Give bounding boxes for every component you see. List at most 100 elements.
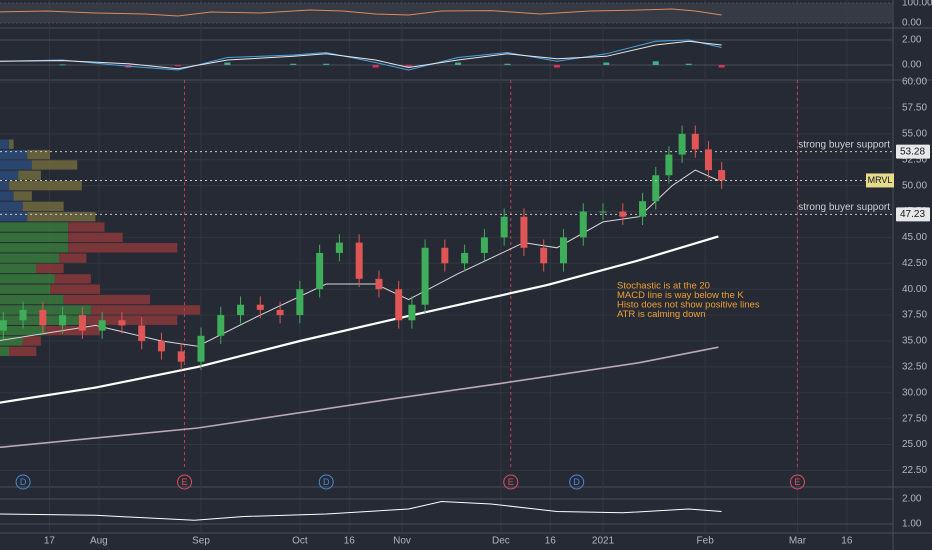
candle-body: [691, 133, 699, 150]
event-marker: [15, 474, 31, 490]
volume-profile-down: [54, 274, 91, 284]
level-price-box: [896, 144, 930, 159]
histogram-bar: [59, 64, 66, 66]
candle-body: [276, 309, 284, 316]
candle-body: [296, 289, 304, 316]
indicator-tick-label: 2.00: [902, 35, 922, 46]
candle-body: [500, 216, 508, 238]
histogram-bar: [323, 63, 330, 65]
x-tick-label: 17: [44, 536, 56, 547]
candle-body: [335, 242, 343, 253]
volume-profile-up: [0, 180, 10, 191]
candle-body: [718, 170, 726, 181]
candle-body: [408, 304, 416, 321]
indicator-band: [0, 3, 893, 23]
annotation-line: Histo does not show positive lines: [617, 300, 760, 311]
volume-profile-down: [45, 325, 100, 336]
y-tick-label: 60.00: [902, 77, 927, 88]
indicator-tick-label: 1.00: [902, 519, 922, 530]
event-label: D: [20, 477, 27, 487]
y-tick-label: 35.00: [902, 336, 927, 347]
y-tick-label: 27.50: [902, 413, 927, 424]
candle-body: [652, 175, 660, 202]
x-tick-label: 16: [841, 536, 853, 547]
y-tick-label: 42.50: [902, 258, 927, 269]
candle-body: [118, 320, 126, 326]
candle-body: [355, 242, 363, 279]
event-marker: [789, 474, 805, 490]
volume-profile-down: [18, 170, 41, 180]
annotation-line: MACD line is way below the K: [617, 290, 744, 301]
event-marker: [503, 474, 519, 490]
event-label: E: [182, 477, 188, 487]
indicator-tick-label: 0.00: [902, 60, 922, 71]
level-note: strong buyer support: [798, 139, 890, 150]
volume-profile-down: [22, 336, 41, 346]
event-label: D: [573, 477, 580, 487]
histogram-bar: [504, 63, 511, 65]
candle-body: [559, 237, 567, 264]
symbol-box: [866, 173, 894, 188]
volume-profile-down: [50, 284, 100, 294]
histogram-bar: [652, 61, 659, 65]
event-marker: [177, 474, 193, 490]
volume-profile-up: [0, 139, 10, 149]
indicator-line: [0, 40, 722, 70]
volume-profile-up: [0, 201, 23, 212]
volume-profile-down: [68, 222, 105, 232]
event-label: D: [323, 477, 330, 487]
indicator-tick-label: 100.00: [902, 0, 932, 9]
candle-body: [316, 252, 324, 290]
candle-body: [39, 309, 47, 326]
histogram-bar: [405, 65, 412, 68]
x-tick-label: Oct: [292, 536, 308, 547]
candle-body: [19, 309, 27, 321]
volume-profile-down: [13, 191, 32, 201]
candle-body: [197, 335, 205, 362]
volume-profile-down: [63, 294, 150, 305]
indicator-line: [0, 8, 722, 17]
y-tick-label: 52.50: [902, 154, 927, 165]
candle-body: [540, 247, 548, 264]
level-price-label: 53.28: [900, 146, 925, 157]
moving-average: [0, 346, 719, 449]
volume-profile-down: [68, 243, 178, 253]
x-tick-label: Sep: [192, 536, 210, 547]
volume-profile-up: [0, 160, 32, 170]
candle-body: [665, 154, 673, 176]
volume-profile-up: [0, 346, 10, 357]
volume-profile-down: [68, 232, 123, 243]
candle-body: [704, 149, 712, 171]
histogram-bar: [174, 65, 181, 67]
candle-body: [678, 133, 686, 155]
candle-body: [599, 211, 607, 213]
x-tick-label: Nov: [393, 536, 411, 547]
x-tick-label: 16: [545, 536, 557, 547]
candle-body: [639, 201, 647, 217]
level-price-label: 47.23: [900, 209, 925, 220]
y-tick-label: 37.50: [902, 310, 927, 321]
candle-body: [375, 278, 383, 290]
moving-average: [0, 235, 719, 404]
candle-body: [0, 320, 7, 331]
y-tick-label: 50.00: [902, 180, 927, 191]
event-label: E: [508, 477, 514, 487]
x-tick-label: Aug: [90, 536, 108, 547]
histogram-bar: [372, 65, 379, 68]
volume-profile-down: [27, 149, 50, 160]
volume-profile-up: [0, 284, 50, 294]
event-marker: [569, 474, 585, 490]
x-tick-label: Mar: [789, 536, 807, 547]
x-tick-label: 2021: [592, 536, 615, 547]
level-note: strong buyer support: [798, 202, 890, 213]
candle-body: [157, 340, 165, 352]
volume-profile-down: [9, 346, 37, 357]
candle-body: [237, 304, 245, 316]
volume-profile-up: [0, 212, 28, 222]
candle-body: [138, 325, 146, 341]
volume-profile-up: [0, 243, 69, 253]
event-marker: [318, 474, 334, 490]
level-price-box: [896, 207, 930, 222]
x-tick-label: Dec: [492, 536, 510, 547]
